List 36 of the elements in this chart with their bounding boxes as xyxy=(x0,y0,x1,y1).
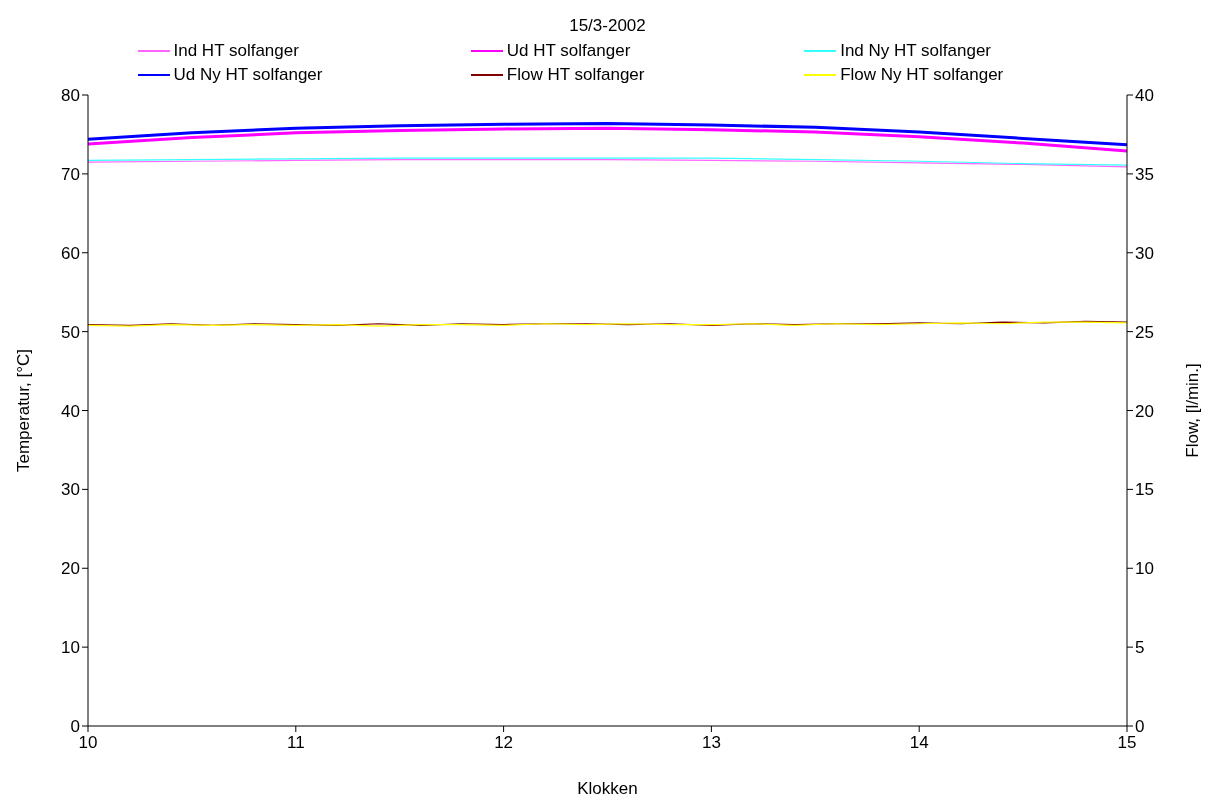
x-tick-label: 14 xyxy=(909,733,929,753)
y2-tick-label: 0 xyxy=(1135,717,1145,737)
y-tick-label: 20 xyxy=(61,559,80,579)
line-series xyxy=(88,126,1127,153)
legend-label: Ud Ny HT solfanger xyxy=(173,65,323,85)
x-tick-label: 11 xyxy=(286,733,305,753)
y2-tick-label: 35 xyxy=(1135,164,1154,184)
y2-tick-label: 15 xyxy=(1135,480,1154,500)
y2-tick-label: 25 xyxy=(1135,322,1154,342)
legend-label: Ind Ny HT solfanger xyxy=(840,41,992,61)
legend-label: Flow HT solfanger xyxy=(506,65,645,85)
y-tick-label: 30 xyxy=(61,480,80,500)
y-tick-label: 70 xyxy=(61,164,80,184)
x-tick-label: 13 xyxy=(701,733,721,753)
x-tick-label: 15 xyxy=(1117,733,1137,753)
y2-tick-label: 10 xyxy=(1135,559,1154,579)
y-tick-label: 10 xyxy=(61,638,80,658)
y-tick-label: 40 xyxy=(61,401,80,421)
x-tick-label: 12 xyxy=(494,733,514,753)
y2-tick-label: 40 xyxy=(1135,86,1154,106)
legend-label: Flow Ny HT solfanger xyxy=(840,65,1004,85)
y-tick-label: 0 xyxy=(70,717,80,737)
line-series xyxy=(88,121,1127,147)
y2-tick-label: 20 xyxy=(1135,401,1154,421)
y2-tick-label: 5 xyxy=(1135,638,1145,658)
y2-axis-title: Flow, [l/min.] xyxy=(1183,363,1203,458)
x-tick-label: 10 xyxy=(78,733,98,753)
y-tick-label: 60 xyxy=(61,243,80,263)
legend-label: Ud HT solfanger xyxy=(506,41,631,61)
y-axis-title: Temperatur, [°C] xyxy=(14,348,34,473)
y2-tick-label: 30 xyxy=(1135,243,1154,263)
y-tick-label: 50 xyxy=(61,322,80,342)
chart-title: 15/3-2002 xyxy=(568,15,647,36)
legend-label: Ind HT solfanger xyxy=(173,41,299,61)
x-axis-title: Klokken xyxy=(577,779,638,798)
y-tick-label: 80 xyxy=(61,86,80,106)
